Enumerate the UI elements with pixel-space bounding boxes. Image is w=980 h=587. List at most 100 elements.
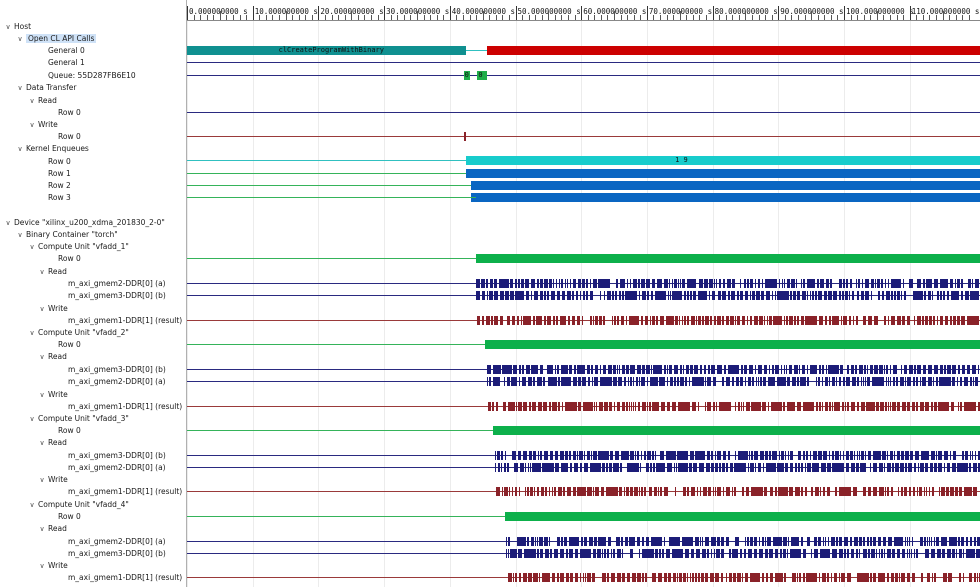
chevron-down-icon[interactable]: ∨ [17,231,23,239]
chevron-down-icon[interactable]: ∨ [29,501,35,509]
chevron-down-icon[interactable]: ∨ [39,268,45,276]
memory-transaction-burst[interactable] [487,402,980,411]
tree-row-kernel-enqueues[interactable]: ∨ Kernel Enqueues [0,143,202,154]
tree-row-dt-read[interactable]: ∨ Read [0,95,214,106]
tree-row-cu1-write[interactable]: ∨ Write [0,303,224,314]
tree-row-cu1[interactable]: ∨ Compute Unit "vfadd_1" [0,241,214,252]
tree-row-opencl-api-calls[interactable]: ∨ Open CL API Calls [0,33,202,44]
trace-bar[interactable] [466,156,980,165]
trace-bar[interactable] [484,340,980,349]
chevron-down-icon[interactable]: ∨ [5,23,11,31]
tree-row-cu3-write[interactable]: ∨ Write [0,474,224,485]
memory-transaction [819,316,824,325]
chevron-down-icon[interactable]: ∨ [29,243,35,251]
tree-row-dt-read-row0[interactable]: Row 0 [0,107,234,118]
trace-bar[interactable] [486,46,980,55]
chevron-down-icon[interactable]: ∨ [29,415,35,423]
tree-row-cu2-row0[interactable]: Row 0 [0,339,234,350]
memory-transaction-burst[interactable] [506,537,980,546]
tree-row-queue[interactable]: Queue: 55D287FB6E10 [0,70,224,81]
trace-bar[interactable] [466,169,980,178]
ruler-major-tick [252,6,254,20]
chevron-down-icon[interactable]: ∨ [39,525,45,533]
tree-row-general-1[interactable]: General 1 [0,57,224,68]
tree-row-cu4-w1[interactable]: m_axi_gmem1-DDR[1] (result) [0,572,244,583]
chevron-down-icon[interactable]: ∨ [5,219,11,227]
time-ruler[interactable]: 0.000000000 s 10.000000000 s 20.000000000 … [187,0,980,21]
tree-row-cu2[interactable]: ∨ Compute Unit "vfadd_2" [0,327,214,338]
timeline-panel[interactable]: 0.000000000 s 10.000000000 s 20.000000000 … [187,0,980,587]
memory-transaction [767,537,772,546]
memory-transaction-burst[interactable] [486,377,980,386]
memory-transaction [821,365,824,374]
tree-row-cu1-read[interactable]: ∨ Read [0,266,224,277]
chevron-down-icon[interactable]: ∨ [29,329,35,337]
tree-row-cu4-write[interactable]: ∨ Write [0,560,224,571]
chevron-down-icon[interactable]: ∨ [39,391,45,399]
trace-bar[interactable] [463,71,470,80]
tree-row-cu4[interactable]: ∨ Compute Unit "vfadd_4" [0,499,214,510]
tree-row-general-0[interactable]: General 0 [0,45,224,56]
memory-transaction [887,573,890,582]
tree-row-data-transfer[interactable]: ∨ Data Transfer [0,82,202,93]
tree-row-ke-row3[interactable]: Row 3 [0,192,224,203]
trace-bar[interactable] [477,71,488,80]
tree-row-cu1-w1[interactable]: m_axi_gmem1-DDR[1] (result) [0,315,244,326]
tree-row-host[interactable]: ∨ Host [0,21,190,32]
memory-transaction-burst[interactable] [496,487,980,496]
trace-bar[interactable] [504,512,980,521]
memory-transaction-burst[interactable] [506,549,980,558]
trace-bar[interactable] [187,46,467,55]
panel-splitter[interactable] [186,0,187,587]
memory-transaction [870,537,873,546]
memory-transaction [963,377,968,386]
chevron-down-icon[interactable]: ∨ [39,305,45,313]
tree-row-cu3-r2[interactable]: m_axi_gmem2-DDR[0] (a) [0,462,244,473]
tree-row-cu3-r1[interactable]: m_axi_gmem3-DDR[0] (b) [0,450,244,461]
tree-row-cu2-read[interactable]: ∨ Read [0,351,224,362]
chevron-down-icon[interactable]: ∨ [39,439,45,447]
chevron-down-icon[interactable]: ∨ [39,562,45,570]
trace-bar[interactable] [476,193,980,202]
tree-row-cu4-r1[interactable]: m_axi_gmem2-DDR[0] (a) [0,536,244,547]
tree-row-cu3-w1[interactable]: m_axi_gmem1-DDR[1] (result) [0,486,244,497]
trace-bar[interactable] [470,181,980,190]
tree-row-ke-row1[interactable]: Row 1 [0,168,224,179]
tree-row-dt-write[interactable]: ∨ Write [0,119,214,130]
tree-row-cu2-w1[interactable]: m_axi_gmem1-DDR[1] (result) [0,401,244,412]
chevron-down-icon[interactable]: ∨ [17,35,23,43]
chevron-down-icon[interactable]: ∨ [39,476,45,484]
memory-transaction-burst[interactable] [477,316,980,325]
tree-row-cu3-read[interactable]: ∨ Read [0,437,224,448]
memory-transaction-burst[interactable] [508,573,980,582]
tree-row-cu3-row0[interactable]: Row 0 [0,425,234,436]
tree-row-cu2-r1[interactable]: m_axi_gmem3-DDR[0] (b) [0,364,244,375]
chevron-down-icon[interactable]: ∨ [29,97,35,105]
memory-transaction-burst[interactable] [476,279,980,288]
memory-transaction-burst[interactable] [486,365,980,374]
tree-row-cu4-row0[interactable]: Row 0 [0,511,234,522]
tree-row-cu4-read[interactable]: ∨ Read [0,523,224,534]
tree-row-cu3[interactable]: ∨ Compute Unit "vfadd_3" [0,413,214,424]
tree-row-device[interactable]: ∨ Device "xilinx_u200_xdma_201830_2-0" [0,217,190,228]
tree-row-ke-row2[interactable]: Row 2 [0,180,224,191]
tree-row-cu2-write[interactable]: ∨ Write [0,389,224,400]
tree-row-cu1-r2[interactable]: m_axi_gmem3-DDR[0] (b) [0,290,244,301]
tree-row-ke-row0[interactable]: Row 0 [0,156,224,167]
chevron-down-icon[interactable]: ∨ [29,121,35,129]
chevron-down-icon[interactable]: ∨ [39,353,45,361]
tree-row-cu2-r2[interactable]: m_axi_gmem2-DDR[0] (a) [0,376,244,387]
tree-row-cu1-r1[interactable]: m_axi_gmem2-DDR[0] (a) [0,278,244,289]
trace-bar[interactable] [464,132,467,141]
trace-bar[interactable] [476,254,980,263]
chevron-down-icon[interactable]: ∨ [17,145,23,153]
memory-transaction-burst[interactable] [495,451,980,460]
chevron-down-icon[interactable]: ∨ [17,84,23,92]
tree-row-cu1-row0[interactable]: Row 0 [0,253,234,264]
memory-transaction-burst[interactable] [495,463,980,472]
tree-row-binary-container[interactable]: ∨ Binary Container "torch" [0,229,202,240]
tree-row-cu4-r2[interactable]: m_axi_gmem3-DDR[0] (b) [0,548,244,559]
trace-bar[interactable] [493,426,980,435]
tree-row-dt-write-row0[interactable]: Row 0 [0,131,234,142]
memory-transaction-burst[interactable] [476,291,980,300]
